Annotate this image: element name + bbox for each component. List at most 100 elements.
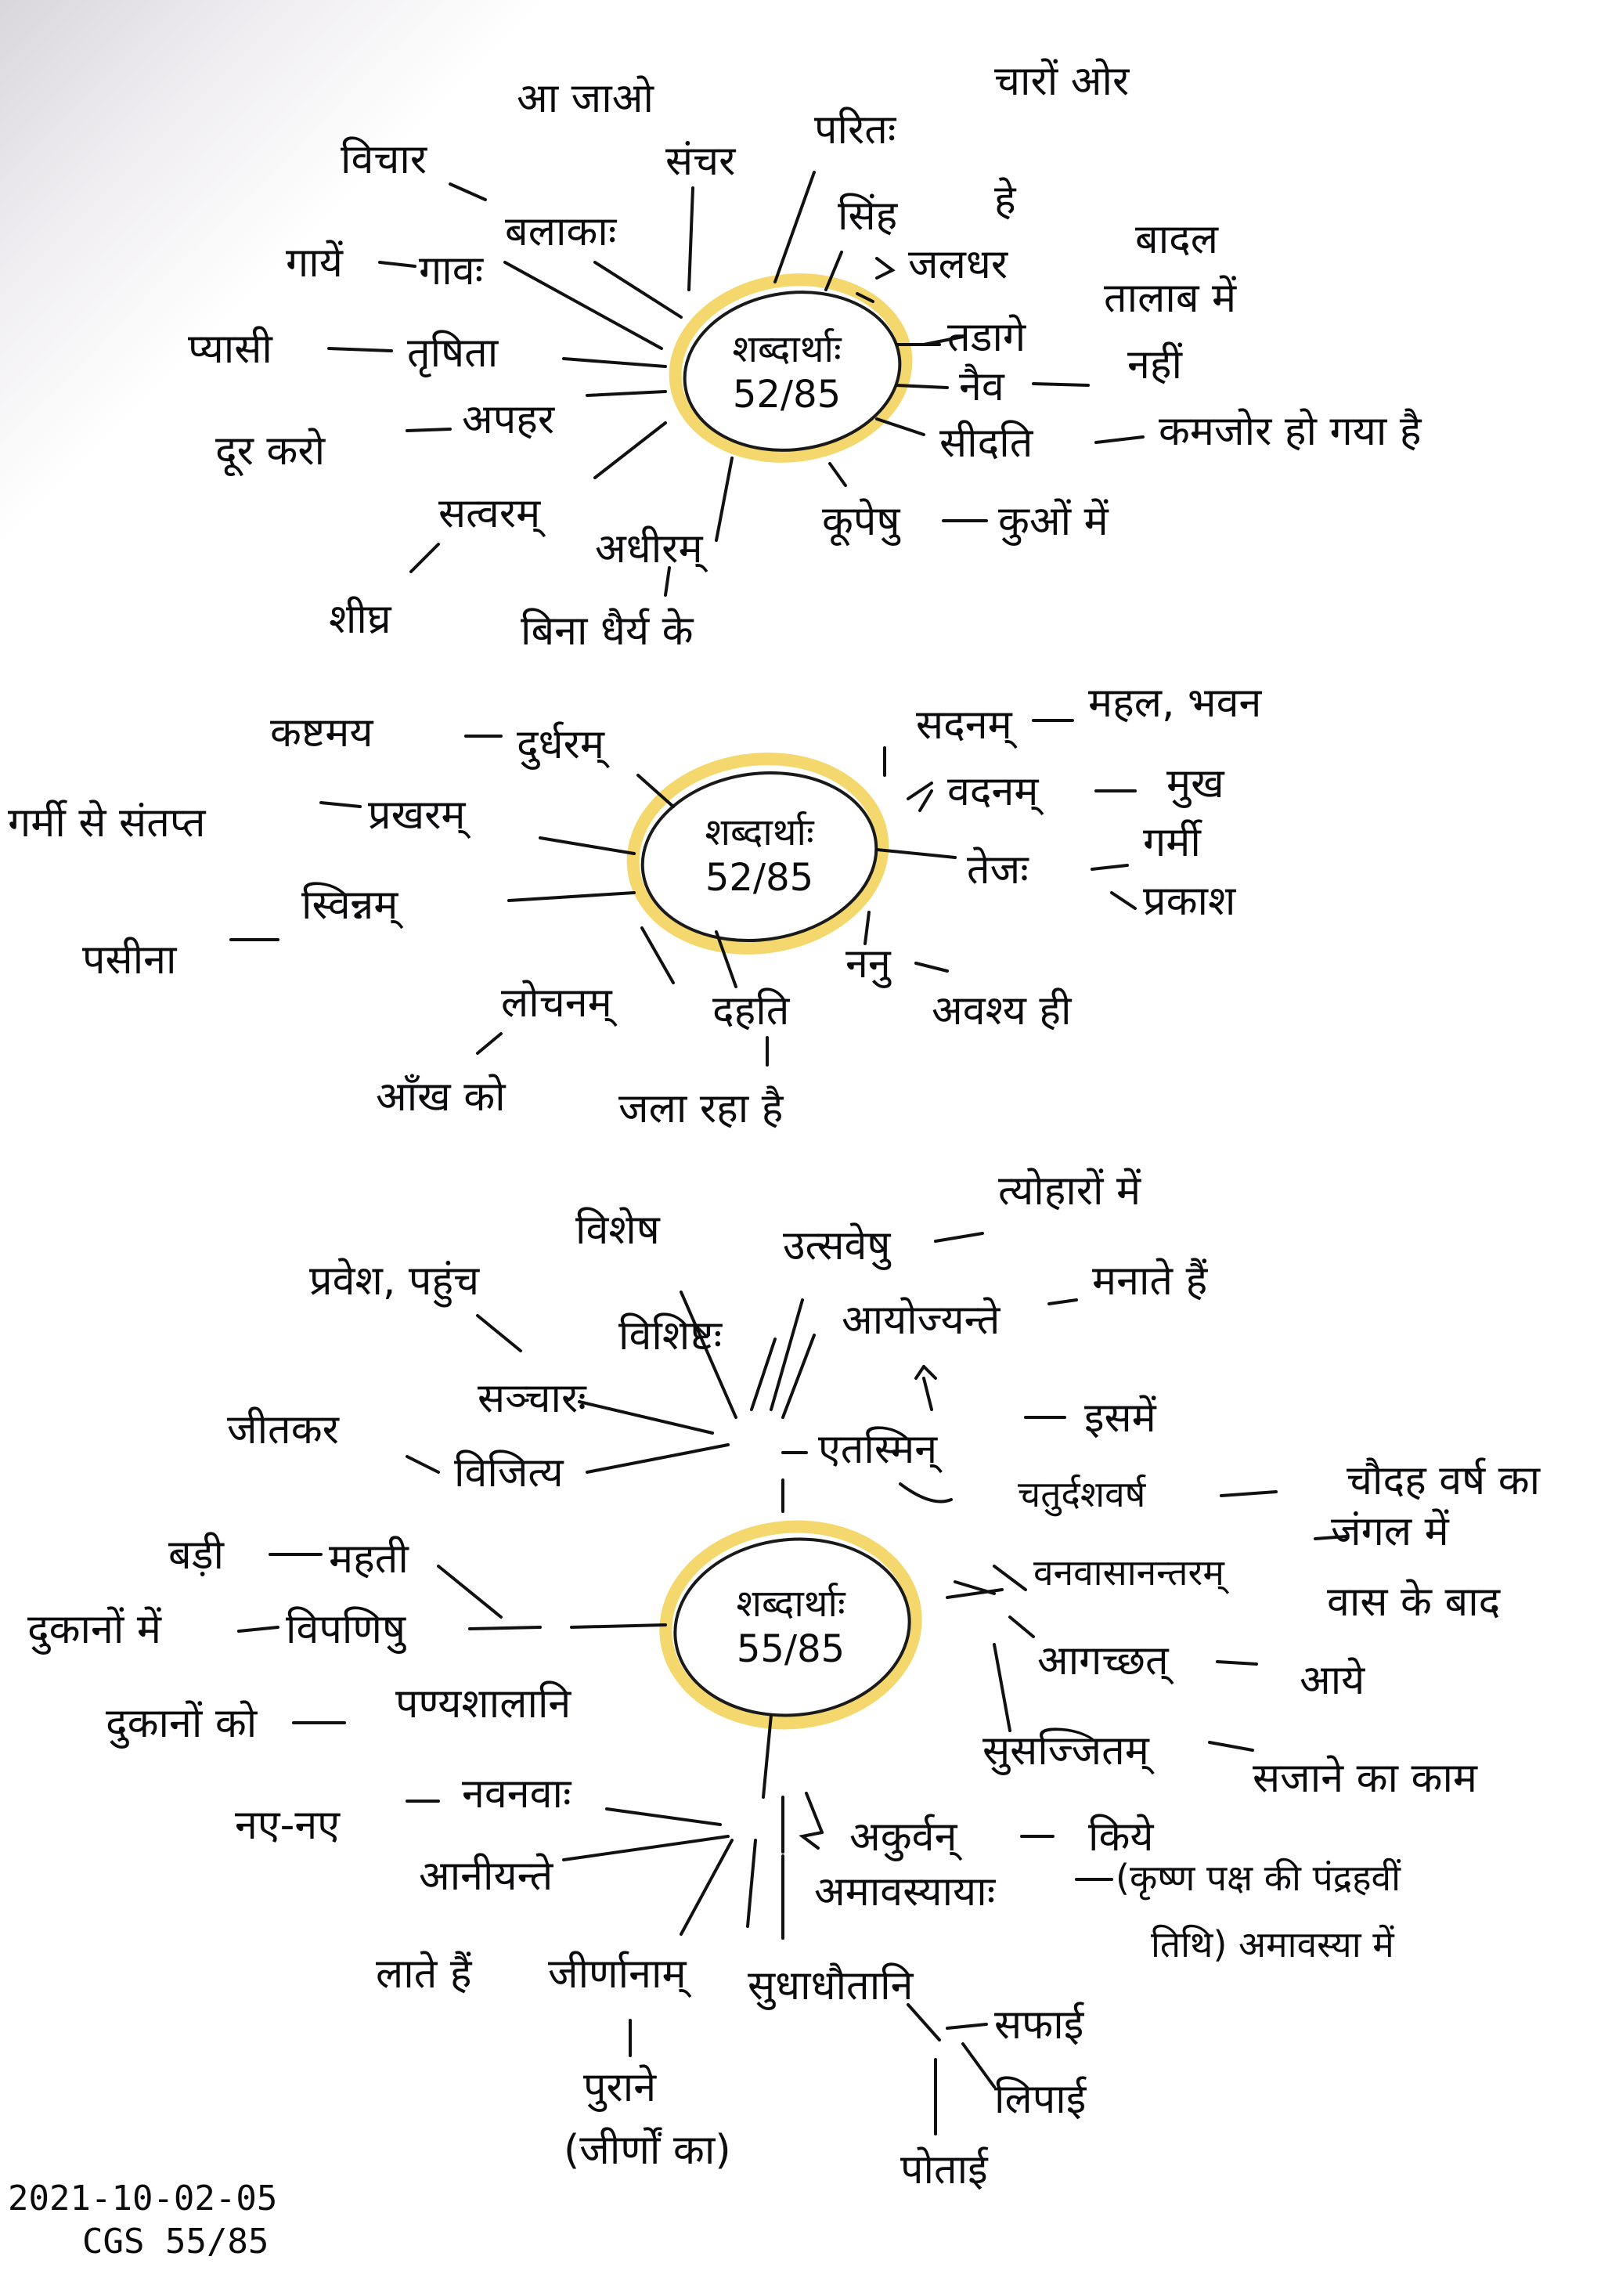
map3-label: विशेष: [575, 1207, 660, 1254]
map3-label: महती: [329, 1536, 409, 1583]
map3-label: नए-नए: [235, 1802, 340, 1849]
map1-label: प्यासी: [188, 326, 272, 373]
map3-label: दुकानों को: [106, 1700, 258, 1747]
map1-label: बादल: [1135, 216, 1219, 263]
map3-label: सुसज्जितम्: [982, 1727, 1149, 1774]
map3-label: चौदह वर्ष का: [1347, 1457, 1541, 1504]
map3-label: (कृष्ण पक्ष की पंद्रहवीं: [1116, 1857, 1401, 1899]
map2-label: पसीना: [82, 937, 177, 984]
footer-date: 2021-10-02-05: [8, 2179, 278, 2218]
map3-label: विजित्य: [454, 1449, 564, 1496]
map1-label: बलाकाः: [505, 208, 617, 255]
map1-label: अधीरम्: [595, 525, 703, 572]
map3-label: पोताई: [900, 2146, 988, 2193]
map1-label: तालाब में: [1104, 275, 1237, 322]
map3-label: (जीर्णों का): [564, 2127, 731, 2174]
footer-note: 2021-10-02-05 CGS 55/85: [8, 2177, 277, 2263]
map1-label: तृषिता: [407, 330, 499, 377]
map1-label: कुओं में: [998, 498, 1109, 545]
map1-ring: [669, 273, 913, 463]
map2-label: अवश्य ही: [932, 987, 1072, 1034]
map1-label: कमजोर हो गया है: [1159, 408, 1422, 455]
map2-label: गर्मी से संतप्त: [8, 800, 206, 847]
map3-label: सञ्चारः: [478, 1375, 586, 1422]
map2-label: प्रकाश: [1143, 878, 1236, 925]
map3-label: मनाते हैं: [1092, 1258, 1208, 1305]
map3-label: चतुर्दशवर्ष: [1018, 1473, 1146, 1515]
map3-label: तिथि) अमावस्या में: [1151, 1923, 1394, 1966]
map1-label: संचर: [665, 138, 736, 185]
map3-label: विशिष्टः: [618, 1312, 723, 1359]
map1-label: सिंह: [838, 193, 898, 240]
map3-spokes: [237, 1232, 1348, 2135]
map3-label: त्योहारों में: [998, 1168, 1141, 1215]
map1-label: शीघ्र: [329, 596, 391, 643]
map3-label: उत्सवेषु: [783, 1222, 891, 1269]
map1-label: नहीं: [1127, 341, 1182, 388]
map3-center: शब्दार्थाः 55/85: [736, 1582, 845, 1671]
map3-label: पुराने: [583, 2064, 657, 2111]
map3-label: नवनवाः: [462, 1771, 571, 1818]
map1-label: सत्वरम्: [438, 490, 541, 537]
map1-label: चारों ओर: [994, 58, 1130, 105]
map2-label: तेजः: [967, 847, 1029, 893]
map2-label: वदनम्: [947, 768, 1039, 815]
map2-label: सदनम्: [916, 702, 1012, 749]
map2-ring: [626, 753, 889, 955]
map3-label: जंगल में: [1331, 1508, 1449, 1555]
map3-label: आगच्छत्: [1037, 1637, 1169, 1684]
map1-center: शब्दार्थाः 52/85: [732, 327, 842, 417]
map1-label: परितः: [814, 106, 896, 153]
map2-label: गर्मी: [1143, 819, 1201, 866]
map3-label: आये: [1300, 1657, 1365, 1704]
map1-label: कूपेषु: [822, 498, 900, 545]
map3-label: पण्यशालानि: [395, 1680, 571, 1727]
map3-label: सुधाधौतानि: [748, 1962, 914, 2009]
map3-label: आयोज्यन्ते: [842, 1297, 1000, 1344]
map3-label: आनीयन्ते: [419, 1853, 553, 1900]
map1-label: दूर करो: [215, 428, 326, 475]
map2-label: ननु: [845, 940, 891, 987]
map3-label: जीतकर: [227, 1406, 339, 1453]
map3-label: सफाई: [994, 2002, 1084, 2049]
map2-label: दुर्धरम्: [517, 721, 604, 768]
map2-label: स्विन्नम्: [301, 882, 398, 929]
map3-label: एतस्मिन्: [818, 1426, 938, 1473]
map1-label: जलधर: [908, 241, 1008, 288]
map1-label: गावः: [419, 247, 484, 294]
map3-label: वनवासानन्तरम्: [1033, 1551, 1224, 1594]
map3-ring: [659, 1520, 922, 1730]
map2-label: जला रहा है: [618, 1085, 784, 1132]
map2-label: लोचनम्: [501, 980, 612, 1027]
map2-label: आँख को: [376, 1074, 506, 1121]
map1-label: सीदति: [939, 420, 1033, 467]
map1-spokes: [327, 171, 1145, 597]
map3-label: बड़ी: [168, 1532, 224, 1579]
map1-label: बिना धैर्य के: [521, 608, 694, 655]
map3-label: वास के बाद: [1327, 1579, 1501, 1626]
map1-label: हे: [994, 177, 1016, 224]
map2-label: कष्टमय: [270, 709, 373, 756]
map2-center: शब्दार्थाः 52/85: [705, 810, 814, 900]
map3-label: लाते हैं: [376, 1951, 472, 1998]
map3-label: सजाने का काम: [1253, 1755, 1478, 1802]
map1-label: अपहर: [462, 396, 555, 443]
map2-spokes: [229, 719, 1137, 1067]
map3-label: किये: [1088, 1814, 1154, 1861]
map3-label: जीर्णानाम्: [548, 1951, 687, 1998]
map1-label: विचार: [341, 136, 427, 183]
map2-label: महल, भवन: [1088, 680, 1262, 727]
map3-label: प्रवेश, पहुंच: [309, 1258, 480, 1305]
map3-label: विपणिषु: [286, 1606, 406, 1653]
map2-label: मुख: [1166, 760, 1224, 807]
map3-label: लिपाई: [994, 2076, 1087, 2123]
map1-label: आ जाओ: [517, 75, 654, 122]
map1-label: तडागे: [947, 314, 1026, 361]
map3-label: अकुर्वन्: [849, 1814, 957, 1861]
map3-label: अमावस्यायाः: [814, 1868, 996, 1915]
map3-label: इसमें: [1084, 1395, 1156, 1442]
map3-label: दुकानों में: [27, 1606, 161, 1653]
footer-code: CGS 55/85: [82, 2222, 269, 2262]
